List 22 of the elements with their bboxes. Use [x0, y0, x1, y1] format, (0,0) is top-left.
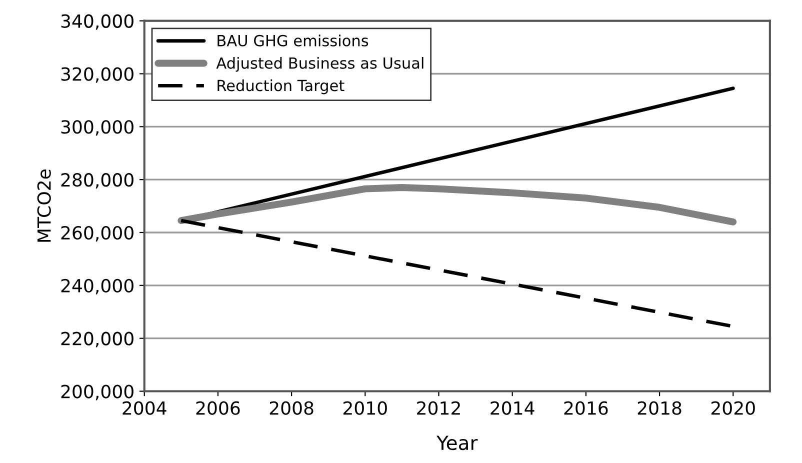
y-tick-label: 240,000 — [61, 278, 134, 294]
y-tick-label: 320,000 — [61, 67, 134, 83]
y-tick-label: 220,000 — [61, 332, 134, 348]
x-tick-label: 2018 — [638, 401, 682, 415]
y-axis-title: MTCO2e — [37, 170, 51, 242]
x-tick-label: 2004 — [122, 401, 166, 415]
y-tick-label: 300,000 — [61, 120, 134, 136]
y-tick-label: 260,000 — [61, 226, 134, 242]
x-tick-label: 2020 — [711, 401, 755, 415]
x-tick-label: 2006 — [196, 401, 240, 415]
x-tick-label: 2008 — [270, 401, 314, 415]
x-tick-label: 2014 — [490, 401, 534, 415]
x-axis-title: Year — [436, 436, 478, 450]
x-tick-label: 2016 — [564, 401, 608, 415]
legend-label: Adjusted Business as Usual — [216, 57, 424, 72]
y-tick-label: 280,000 — [61, 173, 134, 189]
y-tick-label: 200,000 — [61, 384, 134, 400]
y-tick-label: 340,000 — [61, 14, 134, 30]
x-tick-label: 2010 — [343, 401, 387, 415]
legend-label: Reduction Target — [218, 79, 344, 94]
x-tick-label: 2012 — [417, 401, 460, 415]
legend-label: BAU GHG emissions — [218, 34, 368, 46]
